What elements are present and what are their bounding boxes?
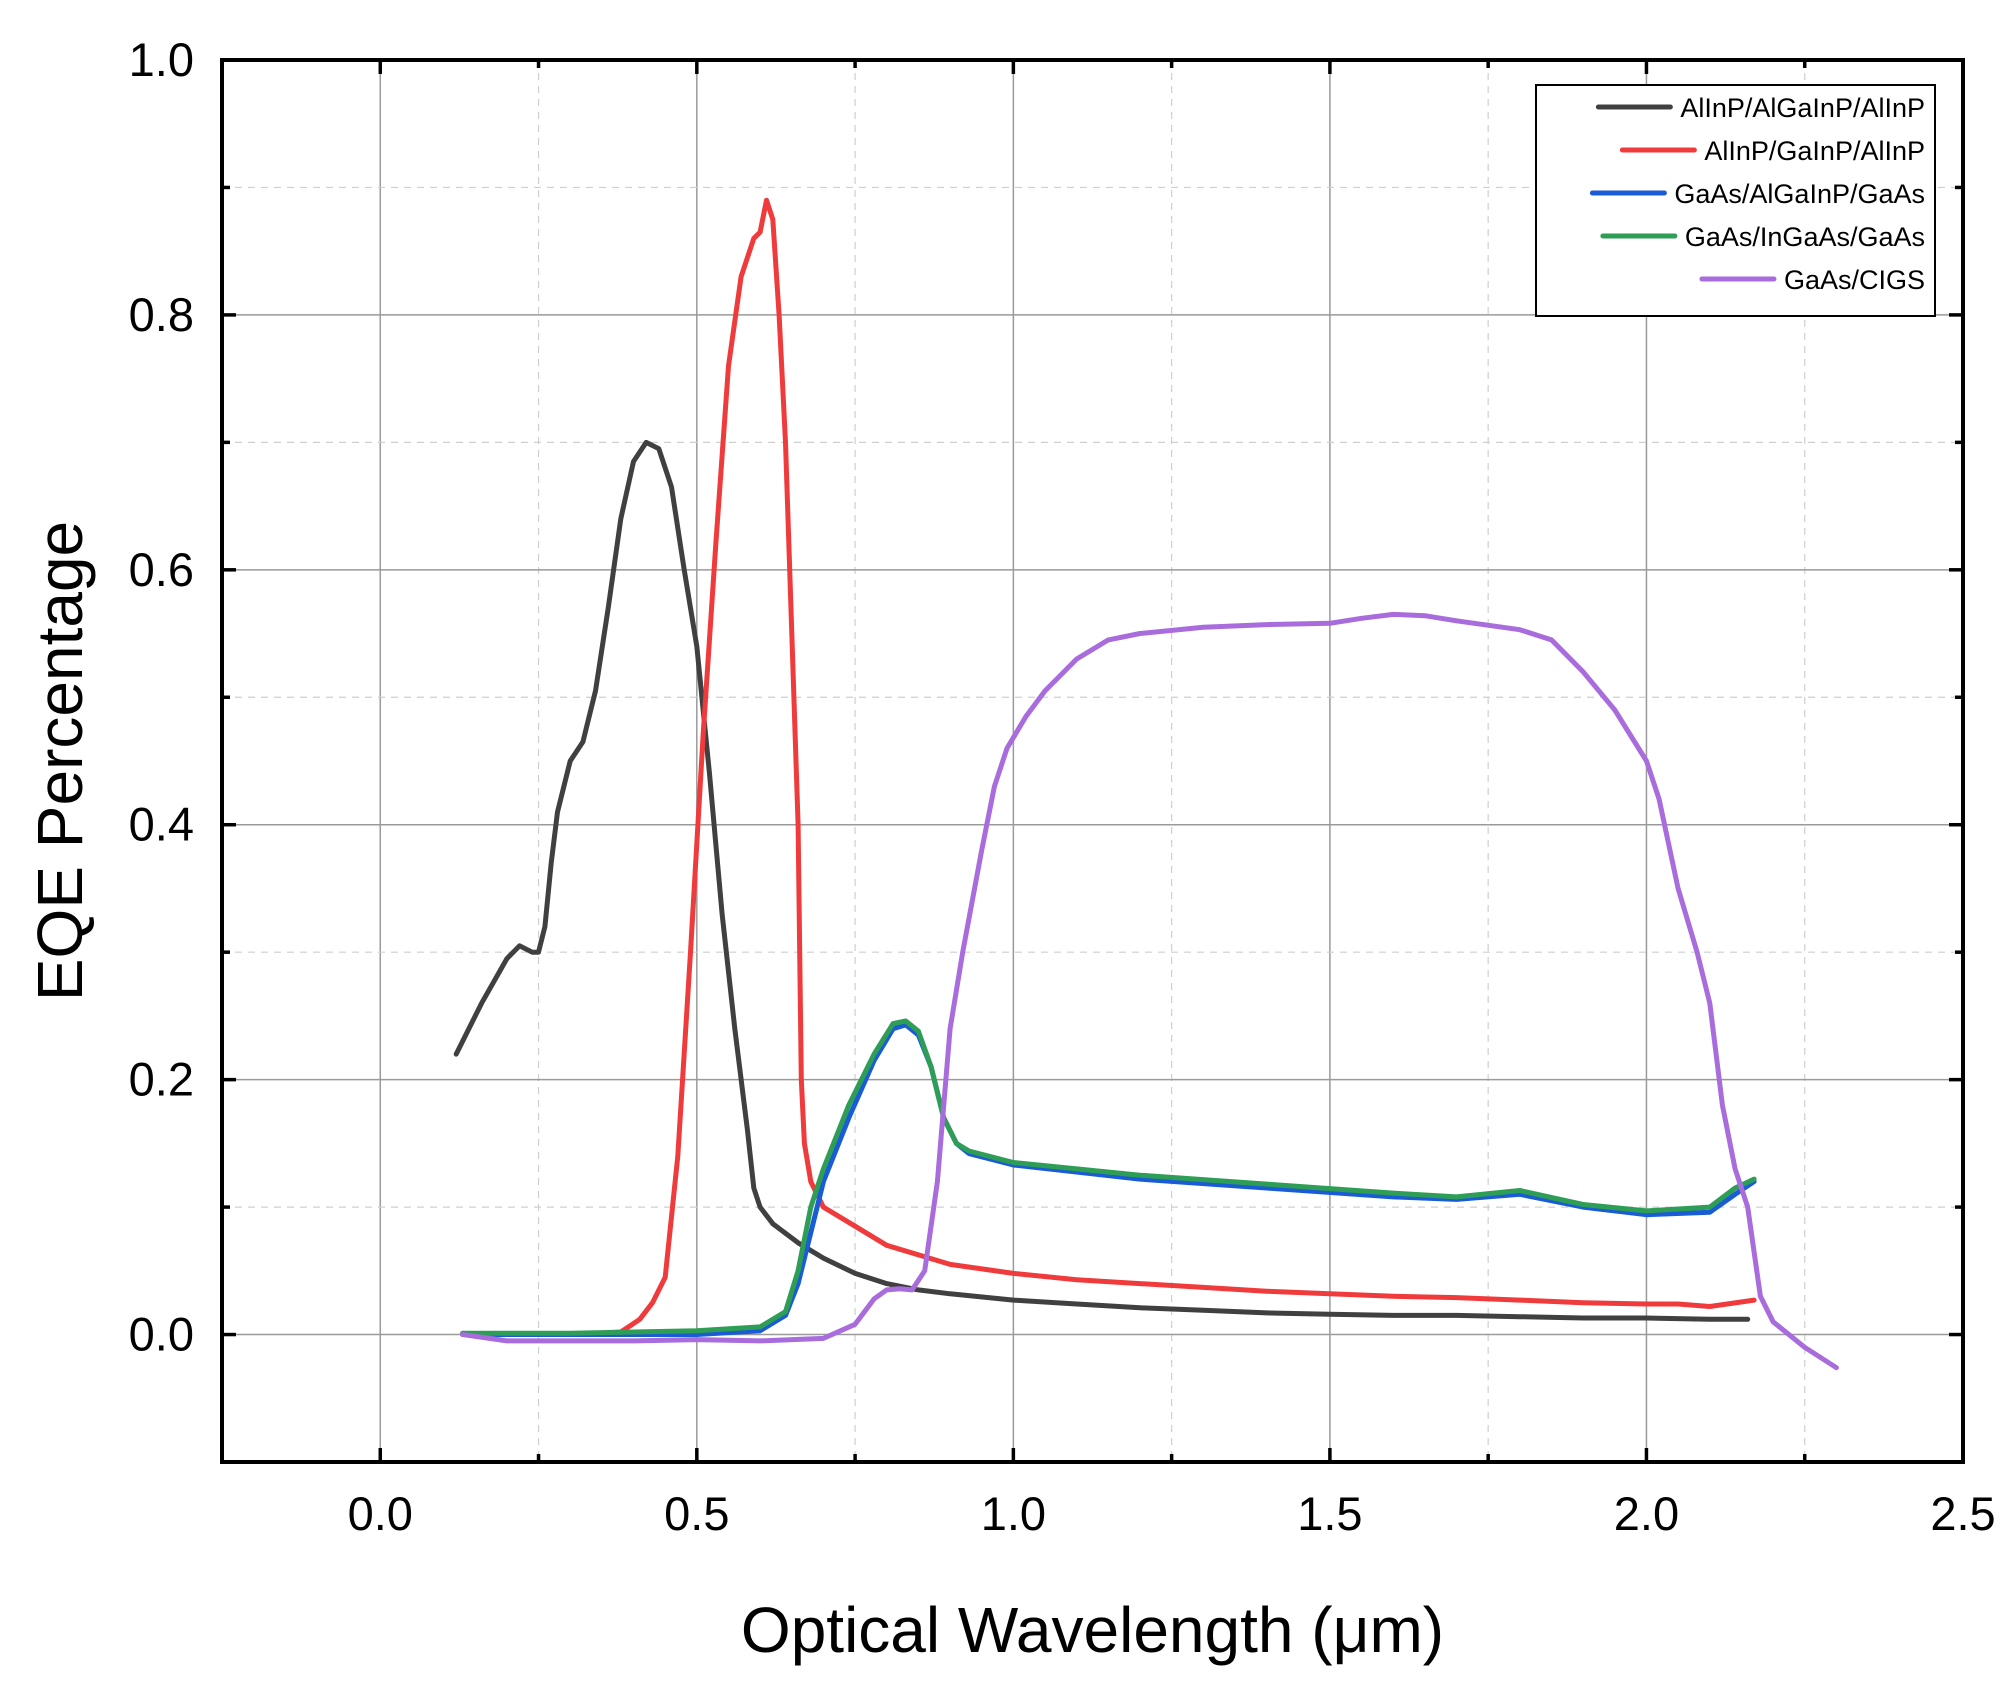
- series-line-gaas-ingaas-gaas: [460, 1018, 1757, 1336]
- y-tick-label: 0.0: [129, 1308, 194, 1361]
- tick-labels-layer: 0.0 0.5 1.0 1.5 2.0 2.5 0.0 0.2 0.4 0.6 0.8 1.0: [129, 33, 1996, 1540]
- y-tick-label: 0.6: [129, 543, 194, 596]
- legend-items: AlInP/AlGaInP/AlInP AlInP/GaInP/AlInP GaAs…: [1589, 93, 1925, 295]
- legend-label: GaAs/InGaAs/GaAs: [1685, 222, 1925, 252]
- legend-label: AlInP/AlGaInP/AlInP: [1680, 93, 1925, 123]
- x-tick-label: 0.5: [664, 1487, 729, 1540]
- y-tick-label: 0.8: [129, 288, 194, 341]
- series-line-alinp-gainp-alinp: [460, 197, 1757, 1337]
- ticks-layer: [220, 58, 1965, 1464]
- x-tick-label: 2.5: [1930, 1487, 1995, 1540]
- x-tick-label: 1.5: [1297, 1487, 1362, 1540]
- x-tick-label: 1.0: [981, 1487, 1046, 1540]
- y-tick-label: 1.0: [129, 33, 194, 86]
- y-tick-label: 0.4: [129, 798, 194, 851]
- y-tick-label: 0.2: [129, 1053, 194, 1106]
- series-line-gaas-algainp-gaas: [460, 1022, 1757, 1337]
- x-tick-label: 0.0: [348, 1487, 413, 1540]
- series-line-gaas-cigs: [460, 611, 1839, 1371]
- legend: AlInP/AlGaInP/AlInP AlInP/GaInP/AlInP GaAs…: [1535, 84, 1936, 317]
- legend-label: GaAs/AlGaInP/GaAs: [1674, 179, 1925, 209]
- series-layer: [453, 197, 1839, 1371]
- legend-label: GaAs/CIGS: [1784, 265, 1925, 295]
- series-line-alinp-algainp-alinp: [453, 439, 1751, 1322]
- legend-label: AlInP/GaInP/AlInP: [1704, 136, 1925, 166]
- plot-frame: [220, 58, 1965, 1464]
- x-axis-title: Optical Wavelength (μm): [741, 1594, 1444, 1666]
- x-tick-label: 2.0: [1614, 1487, 1679, 1540]
- y-axis-title: EQE Percentage: [24, 521, 96, 1001]
